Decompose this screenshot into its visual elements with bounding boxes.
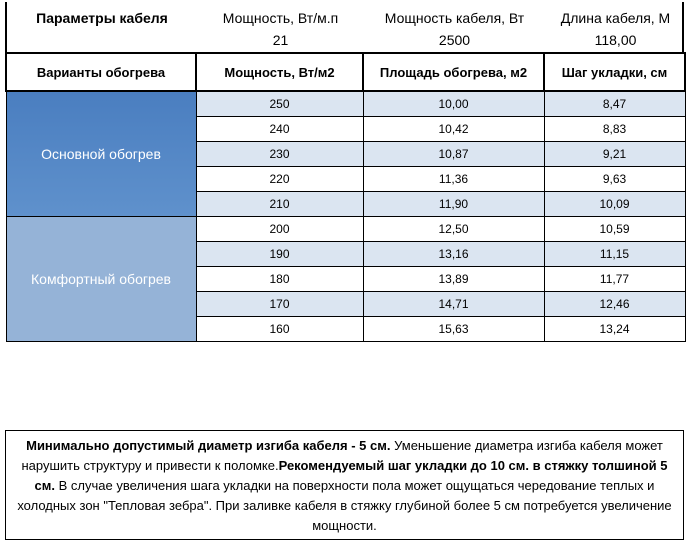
cell: 240 xyxy=(195,116,364,142)
cell: 10,00 xyxy=(362,90,545,117)
param-label: Мощность кабеля, Вт xyxy=(384,10,525,26)
param-value: 2500 xyxy=(438,32,471,48)
cell: 13,89 xyxy=(362,266,545,292)
heating-table: Варианты обогрева Мощность, Вт/м2 Площадь … xyxy=(5,52,686,342)
data-row: 240 10,42 8,83 xyxy=(6,116,686,142)
cell: 8,83 xyxy=(543,116,686,142)
cell: 160 xyxy=(195,316,364,342)
param-value: 21 xyxy=(272,32,289,48)
group-label: Основной обогрев xyxy=(5,90,197,217)
data-row: Комфортный обогрев 200 12,50 10,59 xyxy=(5,216,686,342)
cell: 13,24 xyxy=(543,316,686,342)
cell: 14,71 xyxy=(362,291,545,317)
group-label: Комфортный обогрев xyxy=(5,216,197,342)
data-row: 190 13,16 11,15 xyxy=(6,241,686,267)
note: Минимально допустимый диаметр изгиба каб… xyxy=(5,430,684,540)
param-value: 118,00 xyxy=(594,32,637,48)
note-text: Минимально допустимый диаметр изгиба каб… xyxy=(26,438,391,453)
param-label: Длина кабеля, М xyxy=(560,10,671,26)
cell: 11,15 xyxy=(543,241,686,267)
cell: 11,36 xyxy=(362,166,545,192)
cell: 11,90 xyxy=(362,191,545,217)
cell: 13,16 xyxy=(362,241,545,267)
data-row: 160 15,63 13,24 xyxy=(6,316,686,342)
header-row: Варианты обогрева Мощность, Вт/м2 Площадь … xyxy=(5,52,686,92)
cell: 180 xyxy=(195,266,364,292)
header-cell: Мощность, Вт/м2 xyxy=(195,52,364,92)
cell: 12,46 xyxy=(543,291,686,317)
cell: 250 xyxy=(195,90,364,117)
param-label: Мощность, Вт/м.п xyxy=(222,10,339,26)
header-cell: Шаг укладки, см xyxy=(543,52,686,92)
cable-params: Параметры кабеля Мощность, Вт/м.п 21 Мощно… xyxy=(5,2,684,52)
cell: 210 xyxy=(195,191,364,217)
cell: 10,87 xyxy=(362,141,545,167)
data-row: 210 11,90 10,09 xyxy=(6,191,686,217)
data-row: Основной обогрев 250 10,00 8,47 xyxy=(5,90,686,217)
note-text: Рекомендуемый шаг укладки до 10 см. в ст… xyxy=(34,458,668,493)
cell: 9,21 xyxy=(543,141,686,167)
cell: 9,63 xyxy=(543,166,686,192)
cell: 8,47 xyxy=(543,90,686,117)
cell: 170 xyxy=(195,291,364,317)
cell: 15,63 xyxy=(362,316,545,342)
cell: 10,09 xyxy=(543,191,686,217)
cell: 190 xyxy=(195,241,364,267)
header-cell: Площадь обогрева, м2 xyxy=(362,52,545,92)
cell: 220 xyxy=(195,166,364,192)
params-title: Параметры кабеля xyxy=(36,10,168,26)
cell: 10,59 xyxy=(543,216,686,242)
cell: 200 xyxy=(195,216,364,242)
cell: 230 xyxy=(195,141,364,167)
note-text: Уменьшение диаметра изгиба кабеля может … xyxy=(21,438,663,473)
cell: 12,50 xyxy=(362,216,545,242)
cell: 11,77 xyxy=(543,266,686,292)
data-row: 180 13,89 11,77 xyxy=(6,266,686,292)
cell: 10,42 xyxy=(362,116,545,142)
note-text: В случае увеличения шага укладки на пове… xyxy=(17,478,672,533)
data-row: 220 11,36 9,63 xyxy=(6,166,686,192)
header-cell: Варианты обогрева xyxy=(5,52,197,92)
